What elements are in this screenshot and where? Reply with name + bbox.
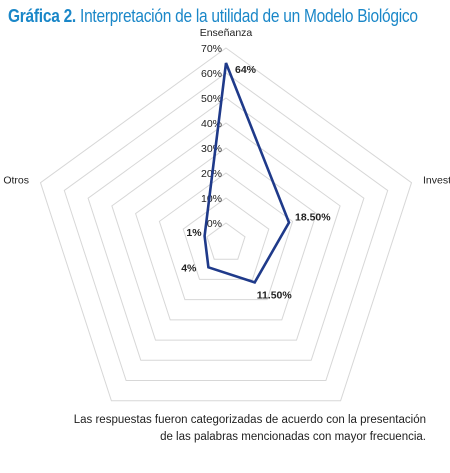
figure-title-text: Interpretación de la utilidad de un Mode… bbox=[80, 6, 418, 26]
category-label: Investigación bbox=[423, 175, 450, 187]
figure-number: Gráfica 2. bbox=[8, 6, 76, 26]
tick-label: 10% bbox=[201, 193, 222, 205]
data-label: 4% bbox=[181, 262, 197, 274]
radial-axis-ticks: 0%10%20%30%40%50%60%70% bbox=[201, 43, 222, 230]
grid-ring bbox=[206, 222, 246, 260]
data-label: 64% bbox=[235, 64, 257, 76]
category-label: Otros bbox=[3, 175, 29, 187]
grid-ring bbox=[63, 72, 389, 381]
tick-label: 0% bbox=[207, 218, 222, 230]
caption-line-2: de las palabras mencionadas con mayor fr… bbox=[160, 431, 426, 443]
data-label: 11.50% bbox=[257, 289, 293, 301]
figure-caption: Las respuestas fueron categorizadas de a… bbox=[10, 412, 426, 446]
radar-grid bbox=[39, 47, 413, 402]
category-label-line: Otros bbox=[3, 175, 29, 187]
grid-ring bbox=[158, 172, 294, 301]
tick-label: 60% bbox=[201, 68, 222, 80]
category-labels: EnseñanzaInvestigaciónPracticarSustituci… bbox=[3, 27, 450, 187]
grid-ring bbox=[111, 122, 341, 341]
data-label: 18.50% bbox=[295, 212, 331, 224]
series-layer: 64% 18.50% 11.50% 4% 1% bbox=[181, 62, 331, 301]
tick-label: 30% bbox=[201, 143, 222, 155]
caption-line-1: Las respuestas fueron categorizadas de a… bbox=[73, 414, 426, 426]
grid-ring bbox=[182, 197, 270, 280]
series-line bbox=[203, 62, 291, 284]
category-label-line: Enseñanza bbox=[200, 27, 253, 39]
radar-chart: 0%10%20%30%40%50%60%70% 64%18.50%11.50%4… bbox=[3, 27, 450, 402]
data-label: 1% bbox=[186, 227, 202, 239]
category-label: Enseñanza bbox=[200, 27, 253, 39]
figure-title: Gráfica 2. Interpretación de la utilidad… bbox=[8, 6, 418, 27]
grid-ring bbox=[135, 147, 317, 321]
grid-ring bbox=[39, 47, 413, 402]
grid-ring bbox=[87, 97, 365, 361]
category-label-line: Investigación bbox=[423, 175, 450, 187]
tick-label: 40% bbox=[201, 118, 222, 130]
tick-label: 70% bbox=[201, 43, 222, 55]
tick-label: 50% bbox=[201, 93, 222, 105]
